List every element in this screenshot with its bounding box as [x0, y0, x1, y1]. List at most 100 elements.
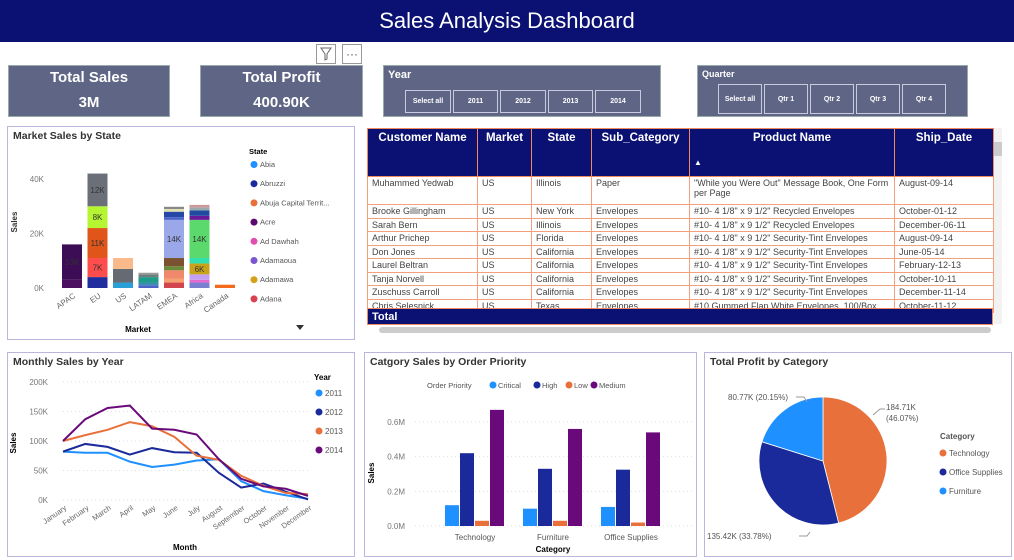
bar-critical: [601, 506, 615, 526]
bar-segment: [87, 258, 108, 278]
legend-item: 2012: [325, 408, 343, 417]
table-cell: "While you Were Out" Message Book, One F…: [689, 176, 895, 205]
horizontal-scrollbar[interactable]: [379, 327, 991, 333]
year-option-2014[interactable]: 2014: [595, 90, 641, 113]
chart-title: Monthly Sales by Year: [13, 356, 124, 368]
legend-item: High: [542, 381, 557, 390]
table-cell: Muhammed Yedwab: [367, 176, 478, 205]
column-header[interactable]: State: [531, 128, 592, 177]
table-cell: US: [477, 231, 532, 246]
y-tick-label: 40K: [30, 175, 45, 184]
table-cell: February-12-13: [894, 258, 994, 273]
quarter-option-qtr4[interactable]: Qtr 4: [902, 84, 946, 114]
year-option-select-all[interactable]: Select all: [405, 90, 451, 113]
quarter-option-qtr3[interactable]: Qtr 3: [856, 84, 900, 114]
table-cell: US: [477, 244, 532, 259]
legend-title: Order Priority: [427, 381, 472, 390]
x-tick-label: June: [161, 503, 179, 520]
profit-category-panel: Total Profit by Category Technology Offic…: [704, 352, 1012, 557]
legend-marker: [250, 218, 258, 226]
column-header[interactable]: Product Name ▲: [689, 128, 895, 177]
quarter-option-select-all[interactable]: Select all: [718, 84, 762, 114]
table-cell: December-06-11: [894, 217, 994, 232]
bar-segment: [113, 282, 133, 288]
legend-item: Abuja Capital Territ...: [260, 198, 329, 207]
data-label: 80.77K (20.15%): [728, 393, 788, 402]
table-cell: #10- 4 1/8" x 9 1/2" Security-Tint Envel…: [689, 244, 895, 259]
table-row[interactable]: Sarah Bern US Illinois Envelopes #10- 4 1/8"…: [367, 217, 994, 232]
table-row[interactable]: Zuschuss Carroll US California Envelopes #10…: [367, 285, 994, 300]
quarter-option-qtr2[interactable]: Qtr 2: [810, 84, 854, 114]
year-option-2012[interactable]: 2012: [500, 90, 546, 113]
column-header-label: Sub_Category: [601, 132, 680, 144]
x-axis-title: Category: [536, 545, 571, 554]
legend-item: Technology: [949, 449, 989, 458]
bar-high: [460, 453, 474, 526]
monthly-sales-panel: Monthly Sales by Year 0K 50K 100K 150K 200K S…: [7, 352, 355, 557]
legend-marker: [489, 381, 497, 389]
x-tick-label: April: [118, 503, 136, 519]
table-row[interactable]: Arthur Prichep US Florida Envelopes #10- 4 1…: [367, 231, 994, 246]
legend-marker: [315, 446, 323, 454]
legend-item: Adamaoua: [260, 256, 297, 265]
bar-segment: [164, 278, 184, 283]
year-option-2013[interactable]: 2013: [548, 90, 593, 113]
legend-item: Ad Dawhah: [260, 237, 299, 246]
data-label: 13K: [65, 258, 80, 267]
table-cell: Envelopes: [591, 271, 690, 286]
bar-segment: [164, 282, 184, 288]
y-axis-title: Sales: [9, 432, 18, 453]
legend-marker: [250, 257, 258, 264]
table-cell: US: [477, 258, 532, 273]
scroll-down-icon: [296, 325, 304, 330]
sort-ascending-icon: ▲: [694, 158, 702, 167]
vertical-scrollbar[interactable]: [994, 128, 1002, 324]
data-label: (46.07%): [886, 414, 919, 423]
y-tick-label: 0.4M: [387, 453, 405, 462]
legend-marker: [533, 381, 541, 389]
table-row[interactable]: Brooke Gillingham US New York Envelopes #10-…: [367, 204, 994, 219]
table-row[interactable]: Muhammed Yedwab US Illinois Paper "While you…: [367, 176, 994, 205]
bar-low: [475, 520, 489, 526]
column-header[interactable]: Market: [477, 128, 532, 177]
column-header[interactable]: Ship_Date: [894, 128, 994, 177]
table-cell: US: [477, 271, 532, 286]
leader-line: [799, 531, 811, 537]
table-row[interactable]: Don Jones US California Envelopes #10- 4 1/8…: [367, 244, 994, 259]
legend-item: 2014: [325, 446, 343, 455]
chart-title: Total Profit by Category: [710, 356, 829, 368]
bar-low: [553, 520, 567, 526]
legend-item: Acre: [260, 218, 275, 227]
bar-low: [631, 522, 645, 526]
legend-marker: [250, 295, 258, 303]
legend-marker: [565, 381, 573, 389]
data-label: 12K: [90, 186, 105, 195]
quarter-option-qtr1[interactable]: Qtr 1: [764, 84, 808, 114]
kpi-label: Total Profit: [242, 69, 321, 86]
table-cell: #10- 4 1/8" x 9 1/2" Security-Tint Envel…: [689, 258, 895, 273]
legend-marker: [939, 449, 947, 457]
total-sales-card: Total Sales 3M: [8, 65, 170, 117]
quarter-slicer: Quarter Select all Qtr 1 Qtr 2 Qtr 3 Qtr…: [697, 65, 968, 117]
market-sales-panel: Market Sales by State 0K 20K 40K Sales 13K AP…: [7, 126, 355, 340]
legend-item: Medium: [599, 381, 626, 390]
bar-segment: [138, 272, 159, 275]
data-label: 135.42K (33.78%): [707, 532, 772, 541]
filter-icon[interactable]: [316, 44, 336, 64]
table-cell: Sarah Bern: [367, 217, 478, 232]
bar-segment: [164, 219, 184, 259]
table-row[interactable]: Laurel Beltran US California Envelopes #10- …: [367, 258, 994, 273]
table-row[interactable]: Tanja Norvell US California Envelopes #10- 4…: [367, 271, 994, 286]
legend-marker: [250, 276, 258, 284]
bar-segment: [87, 228, 108, 259]
column-header[interactable]: Sub_Category: [591, 128, 690, 177]
legend-item: 2013: [325, 427, 343, 436]
table-cell: Tanja Norvell: [367, 271, 478, 286]
column-header[interactable]: Customer Name: [367, 128, 478, 177]
more-options-icon[interactable]: ···: [342, 44, 362, 64]
year-option-2011[interactable]: 2011: [453, 90, 498, 113]
table-cell: Paper: [591, 176, 690, 205]
table-cell: Envelopes: [591, 258, 690, 273]
bar-segment: [113, 268, 133, 283]
